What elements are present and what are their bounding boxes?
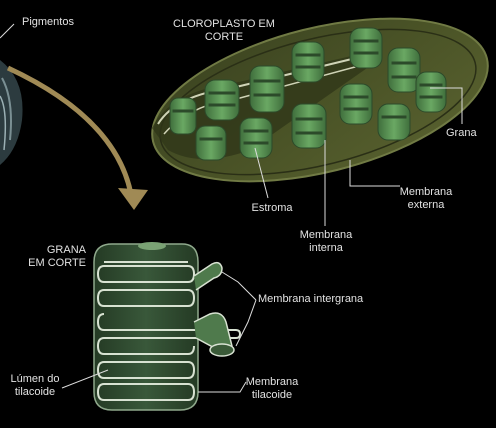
label-membrana-tilacoide: Membrana tilacoide (232, 376, 312, 402)
label-lumen-line1: Lúmen do (10, 373, 60, 385)
label-cloroplasto-em-corte: CLOROPLASTO EM CORTE (158, 18, 290, 44)
label-membrana-interna: Membrana interna (286, 229, 366, 255)
pigment-cell-fragment (0, 60, 23, 165)
grana-section (93, 242, 242, 411)
label-membrana-tilacoide-line1: Membrana (245, 376, 299, 388)
pigmentos-leader (0, 23, 15, 39)
label-grana: Grana (446, 127, 477, 139)
label-membrana-interna-line1: Membrana (299, 229, 353, 241)
label-membrana-interna-line2: interna (309, 242, 343, 254)
label-lumen-line2: tilacoide (14, 386, 56, 398)
label-cloroplasto-line2: CORTE (204, 31, 244, 43)
zoom-arrow (6, 65, 148, 210)
grana-section-leaders (61, 271, 257, 393)
label-membrana-tilacoide-line2: tilacoide (251, 389, 293, 401)
label-grana-em-corte: GRANA EM CORTE (14, 244, 86, 270)
label-grana-corte-line1: GRANA (46, 244, 86, 256)
label-membrana-externa-line1: Membrana (399, 186, 453, 198)
label-membrana-intergrana: Membrana intergrana (258, 293, 364, 305)
label-lumen-do-tilacoide: Lúmen do tilacoide (4, 373, 66, 399)
label-estroma: Estroma (251, 202, 293, 214)
label-membrana-externa-line2: externa (407, 199, 445, 211)
label-membrana-externa: Membrana externa (384, 186, 468, 212)
label-cloroplasto-line1: CLOROPLASTO EM (173, 18, 275, 30)
chloroplast-leaders (254, 87, 463, 226)
grana-stacks (169, 27, 447, 161)
label-grana-corte-line2: EM CORTE (28, 257, 86, 269)
label-pigmentos: Pigmentos (22, 16, 74, 28)
